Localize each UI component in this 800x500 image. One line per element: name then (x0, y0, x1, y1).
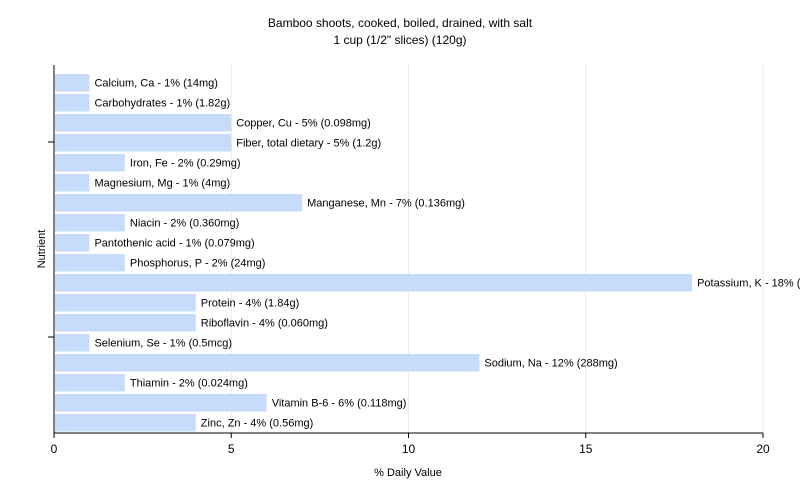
bar-label: Magnesium, Mg - 1% (4mg) (94, 178, 230, 190)
bar (55, 234, 90, 252)
x-axis-ticks: 0 5 10 15 20 (51, 433, 770, 456)
bar (55, 334, 90, 352)
bar (55, 314, 196, 332)
bar (55, 254, 125, 272)
bar (55, 194, 303, 212)
bar-group: Calcium, Ca - 1% (14mg) Carbohydrates - 1… (55, 74, 800, 432)
bar (55, 214, 125, 232)
bar-label: Copper, Cu - 5% (0.098mg) (236, 118, 371, 130)
x-axis-label: % Daily Value (374, 467, 442, 479)
x-tick-label: 10 (402, 442, 416, 456)
bar-label: Protein - 4% (1.84g) (201, 298, 299, 310)
bar (55, 74, 90, 92)
bar (55, 174, 90, 192)
x-tick-label: 20 (756, 442, 770, 456)
bar-label: Calcium, Ca - 1% (14mg) (94, 78, 217, 90)
bar-label: Fiber, total dietary - 5% (1.2g) (236, 138, 381, 150)
chart-subtitle: 1 cup (1/2" slices) (120g) (334, 33, 467, 47)
bar (55, 154, 125, 172)
bar-label: Phosphorus, P - 2% (24mg) (130, 258, 266, 270)
bar-label: Pantothenic acid - 1% (0.079mg) (94, 238, 254, 250)
gridlines (230, 65, 764, 433)
bar (55, 274, 693, 292)
bar (55, 114, 232, 132)
x-tick-label: 15 (579, 442, 593, 456)
bar (55, 354, 480, 372)
bar (55, 374, 125, 392)
bar (55, 394, 267, 412)
bar (55, 294, 196, 312)
bar-label: Manganese, Mn - 7% (0.136mg) (307, 198, 465, 210)
bar (55, 414, 196, 432)
bar-label: Carbohydrates - 1% (1.82g) (94, 98, 230, 110)
x-tick-label: 0 (51, 442, 58, 456)
chart-title: Bamboo shoots, cooked, boiled, drained, … (268, 16, 533, 30)
bar (55, 134, 232, 152)
bar-label: Selenium, Se - 1% (0.5mcg) (94, 338, 232, 350)
bar-label: Vitamin B-6 - 6% (0.118mg) (272, 398, 407, 410)
bar-label: Iron, Fe - 2% (0.29mg) (130, 158, 241, 170)
bar-label: Niacin - 2% (0.360mg) (130, 218, 239, 230)
bar-label: Zinc, Zn - 4% (0.56mg) (201, 418, 313, 430)
x-tick-label: 5 (228, 442, 235, 456)
bar-label: Sodium, Na - 12% (288mg) (484, 358, 617, 370)
bar-label: Potassium, K - 18% (640mg) (697, 278, 800, 290)
bar (55, 94, 90, 112)
bar-label: Thiamin - 2% (0.024mg) (130, 378, 248, 390)
y-axis-label: Nutrient (36, 230, 48, 269)
bar-label: Riboflavin - 4% (0.060mg) (201, 318, 328, 330)
